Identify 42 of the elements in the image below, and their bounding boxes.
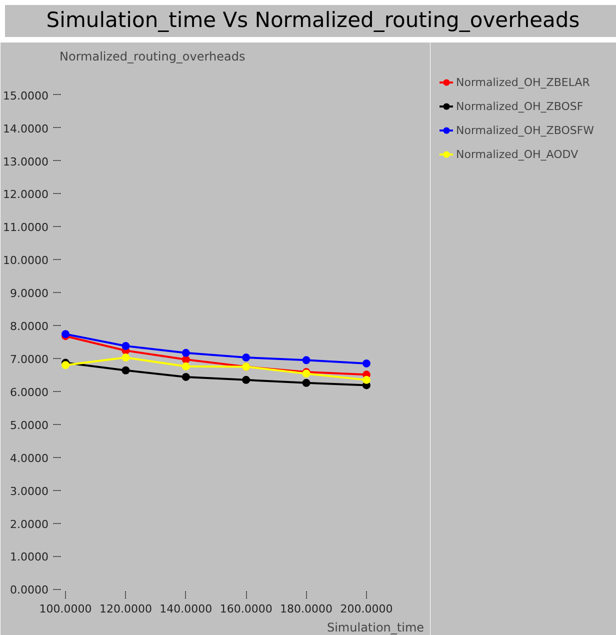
- y-tick-label: 9.0000: [10, 287, 49, 300]
- y-tick-label: 7.0000: [10, 353, 49, 366]
- point: [182, 372, 190, 381]
- x-tick-label: 200.0000: [340, 602, 393, 616]
- x-tick-label: 120.0000: [99, 602, 152, 616]
- legend-label: Normalized_OH_ZBELAR: [456, 76, 590, 88]
- point: [182, 348, 190, 357]
- y-tick-label: 3.0000: [10, 484, 49, 498]
- y-tick-label: 11.0000: [3, 221, 49, 234]
- x-tick-label: 100.0000: [39, 602, 92, 616]
- point: [302, 356, 310, 364]
- y-tick-label: 15.0000: [3, 89, 49, 102]
- x-tick-label: 160.0000: [220, 602, 272, 616]
- y-tick-label: 1.0000: [10, 550, 49, 564]
- point: [62, 361, 70, 370]
- chart-title: Simulation_time Vs Normalized_routing_overheads: [46, 7, 580, 34]
- y-axis-title: Normalized_routing_overheads: [60, 50, 246, 64]
- point: [122, 342, 130, 350]
- point: [362, 359, 370, 368]
- x-tick-label: 180.0000: [280, 602, 333, 616]
- y-tick-label: 12.0000: [3, 188, 49, 202]
- legend-label: Normalized_OH_ZBOSFW: [456, 124, 594, 136]
- y-tick-label: 13.0000: [3, 155, 49, 168]
- point: [242, 354, 250, 362]
- point: [302, 378, 310, 387]
- y-tick-label: 2.0000: [10, 518, 49, 531]
- y-tick-label: 5.0000: [10, 418, 49, 432]
- y-tick-label: 10.0000: [3, 254, 49, 268]
- point: [122, 366, 130, 374]
- y-tick-label: 8.0000: [10, 320, 49, 334]
- y-tick-label: 4.0000: [10, 452, 49, 465]
- point: [242, 376, 250, 384]
- point: [182, 362, 190, 370]
- x-axis-title: Simulation_time: [326, 620, 424, 634]
- point: [362, 376, 370, 384]
- y-tick-label: 6.0000: [10, 386, 49, 399]
- y-tick-label: 0.0000: [10, 584, 49, 597]
- point: [122, 354, 130, 362]
- legend-label: Normalized_OH_ZBOSF: [456, 100, 584, 112]
- legend-label: Normalized_OH_AODV: [456, 148, 578, 160]
- y-tick-label: 14.0000: [3, 122, 49, 136]
- x-tick-label: 140.0000: [160, 602, 212, 616]
